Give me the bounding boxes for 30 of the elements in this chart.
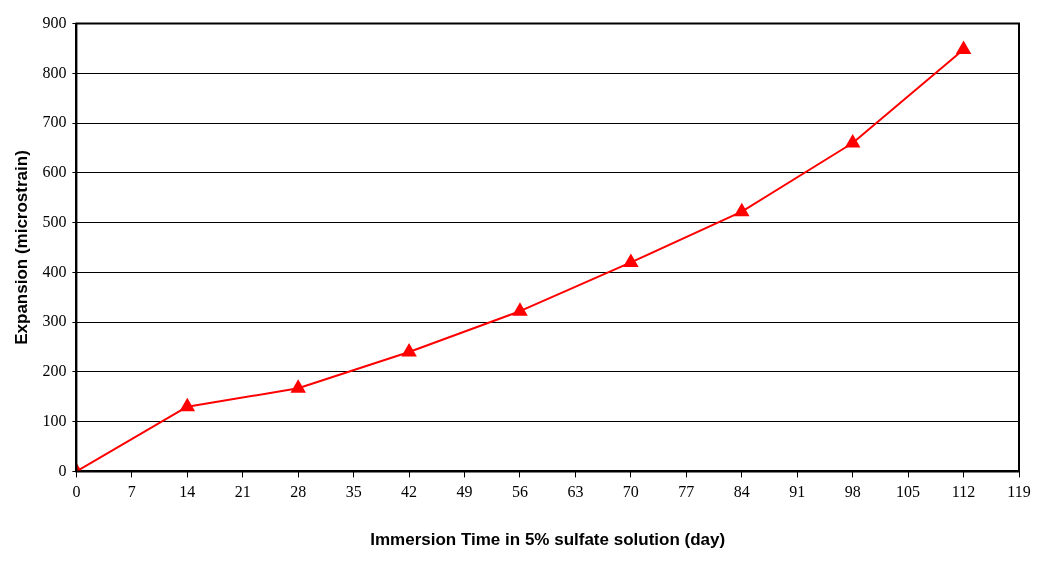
x-tick-label: 77 [678,483,695,501]
x-tick-label: 42 [401,483,418,501]
x-tick-label: 119 [1007,483,1031,501]
y-tick-label: 600 [42,163,67,181]
x-tick-label: 56 [511,483,528,501]
y-tick-label: 500 [42,212,67,230]
x-tick-label: 7 [127,483,136,501]
y-tick-label: 200 [42,362,67,380]
y-axis-title: Expansion (microstrain) [11,150,31,345]
x-axis-title: Immersion Time in 5% sulfate solution (day) [370,530,726,550]
x-tick-label: 91 [789,483,806,501]
x-tick-label: 35 [345,483,362,501]
y-tick-label: 300 [42,312,67,330]
x-tick-label: 70 [622,483,639,501]
y-tick-label: 700 [42,113,67,131]
y-tick-label: 900 [42,13,67,31]
x-tick-label: 98 [844,483,861,501]
y-tick-label: 800 [42,63,67,81]
y-tick-label: 0 [58,461,67,479]
x-tick-label: 105 [896,483,921,501]
x-tick-label: 49 [456,483,473,501]
x-tick-label: 14 [179,483,196,501]
x-tick-label: 21 [234,483,251,501]
x-tick-label: 28 [290,483,307,501]
x-tick-label: 112 [951,483,976,501]
y-tick-label: 100 [42,411,67,429]
x-tick-label: 0 [72,483,81,501]
x-tick-label: 63 [567,483,584,501]
x-tick-label: 84 [733,483,750,501]
y-tick-label: 400 [42,262,67,280]
